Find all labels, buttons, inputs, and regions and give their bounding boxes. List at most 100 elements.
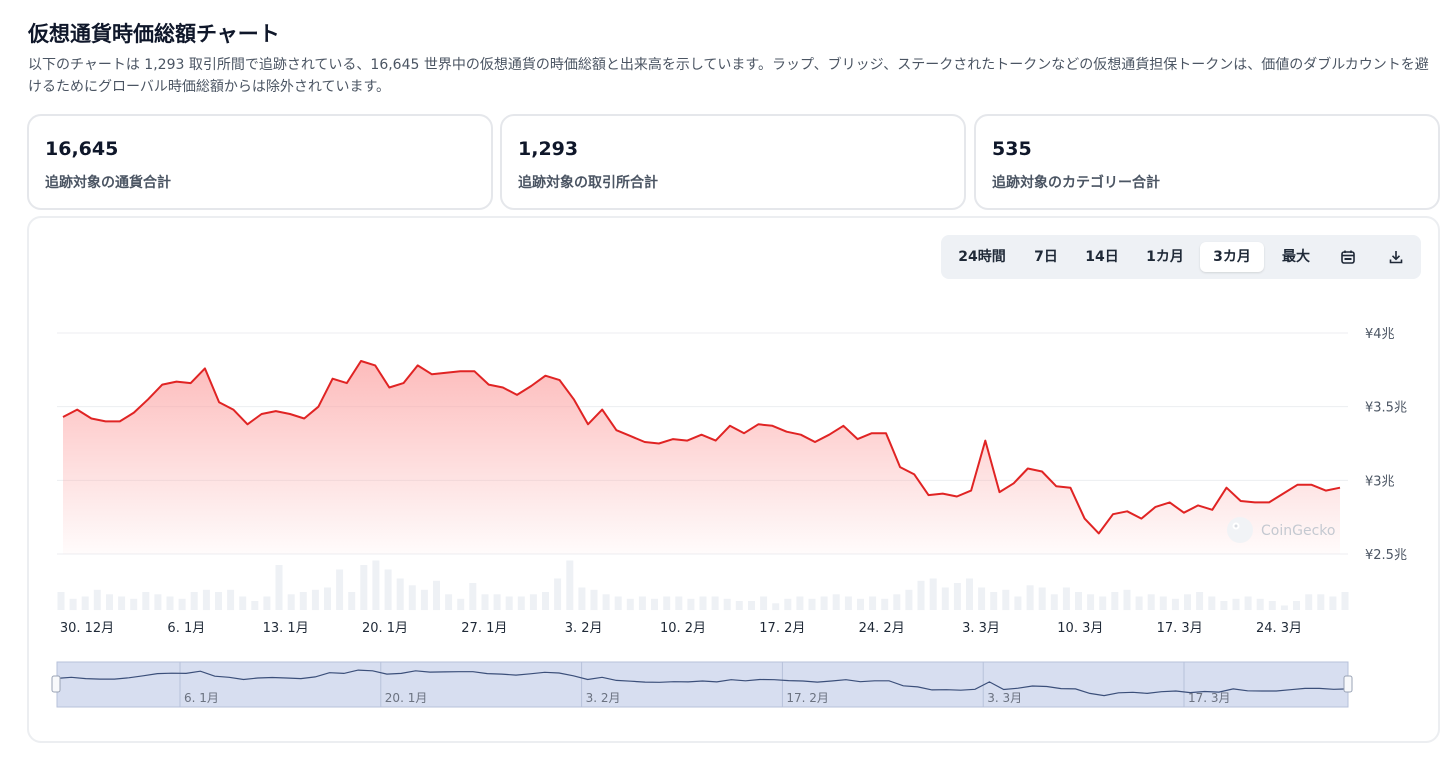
stat-coins-value: 16,645 [45, 138, 119, 160]
volume-bar [917, 580, 925, 611]
volume-bar [1184, 594, 1191, 610]
x-tick-label: 3. 2月 [565, 621, 603, 636]
volume-bar [1280, 605, 1288, 610]
volume-bar [481, 594, 489, 610]
volume-bar [772, 603, 780, 611]
volume-bar [433, 580, 440, 611]
volume-bar [784, 598, 792, 611]
volume-bar [1268, 601, 1276, 610]
volume-bar [299, 592, 307, 610]
navigator-tick-label: 20. 1月 [385, 691, 428, 705]
volume-bar [154, 594, 162, 610]
volume-bar [202, 589, 210, 611]
download-icon[interactable] [1378, 242, 1414, 272]
page-title: 仮想通貨時価総額チャート [28, 22, 280, 46]
volume-bar [844, 596, 852, 610]
volume-bar [1135, 596, 1143, 610]
volume-bar [396, 578, 404, 610]
volume-bar [130, 598, 138, 611]
volume-bar [1256, 598, 1264, 611]
x-tick-label: 6. 1月 [167, 621, 205, 636]
volume-bar [190, 592, 198, 610]
volume-bar [529, 594, 537, 610]
volume-bar [905, 589, 913, 611]
tab-3m[interactable]: 3カ月 [1200, 242, 1264, 272]
tab-1m[interactable]: 1カ月 [1146, 249, 1184, 265]
navigator-left-handle[interactable] [51, 675, 61, 693]
tab-14d[interactable]: 14日 [1085, 249, 1119, 265]
watermark-text: CoinGecko [1261, 523, 1335, 539]
volume-bar [760, 596, 768, 610]
volume-bar [941, 587, 949, 610]
navigator[interactable]: 6. 1月 20. 1月 3. 2月 17. 2月 3. 3月 17. 3月 [51, 661, 1353, 708]
volume-bar [711, 596, 719, 610]
volume-bar [81, 596, 89, 610]
volume-bar [142, 592, 150, 610]
volume-bar [166, 596, 174, 610]
volume-bar [651, 598, 658, 611]
page-description: 以下のチャートは 1,293 取引所間で追跡されている、16,645 世界中の仮… [28, 57, 1429, 95]
tab-24h[interactable]: 24時間 [958, 249, 1006, 265]
navigator-tick-label: 6. 1月 [184, 691, 219, 705]
volume-bar [542, 592, 549, 610]
y-tick-label: ¥3兆 [1365, 474, 1395, 489]
volume-bar [796, 596, 804, 610]
x-tick-label: 24. 3月 [1256, 621, 1302, 636]
volume-bar [493, 594, 501, 610]
volume-bar [1111, 592, 1119, 610]
y-tick-label: ¥4兆 [1365, 327, 1395, 342]
stat-card-categories: 535 追跡対象のカテゴリー合計 [974, 114, 1440, 210]
x-tick-label: 20. 1月 [362, 621, 408, 636]
x-tick-label: 24. 2月 [859, 621, 905, 636]
volume-bar [893, 594, 901, 610]
volume-bar [336, 569, 344, 610]
navigator-tick-label: 17. 2月 [786, 691, 829, 705]
volume-bar [263, 596, 271, 610]
navigator-tick-label: 17. 3月 [1188, 691, 1231, 705]
volume-bar [1075, 592, 1082, 610]
volume-bar [1014, 596, 1022, 610]
volume-bar [990, 592, 998, 610]
volume-bar [1244, 596, 1252, 610]
tab-max[interactable]: 最大 [1282, 249, 1310, 265]
x-tick-label: 13. 1月 [263, 621, 309, 636]
volume-bar [420, 589, 428, 611]
volume-bar [1341, 592, 1349, 610]
market-cap-line [62, 360, 1341, 535]
volume-bar [287, 594, 295, 610]
x-tick-label: 10. 2月 [660, 621, 706, 636]
volume-bar [638, 596, 646, 610]
volume-bar [554, 578, 562, 610]
volume-bar [1232, 598, 1240, 611]
volume-bar [663, 596, 671, 610]
y-axis-ticks: ¥4兆 ¥3.5兆 ¥3兆 ¥2.5兆 [1365, 327, 1407, 563]
navigator-right-handle[interactable] [1343, 675, 1353, 693]
volume-bar [1123, 589, 1131, 611]
volume-bar [360, 565, 368, 610]
volume-bar [953, 583, 961, 610]
volume-bar [239, 596, 247, 610]
market-cap-area [63, 361, 1340, 554]
volume-bar [1317, 594, 1325, 610]
tab-7d[interactable]: 7日 [1034, 249, 1058, 265]
x-tick-label: 17. 3月 [1157, 621, 1203, 636]
volume-bar [820, 596, 828, 610]
navigator-window[interactable] [56, 661, 1349, 708]
y-tick-label: ¥2.5兆 [1365, 548, 1407, 563]
volume-bar [1329, 596, 1337, 610]
volume-bar [69, 598, 77, 611]
volume-bar [348, 592, 356, 610]
volume-bar [178, 598, 186, 611]
volume-bar [626, 598, 634, 611]
calendar-icon[interactable] [1330, 242, 1366, 272]
volume-bar [227, 589, 235, 611]
volume-bar [1050, 594, 1058, 610]
volume-bar [372, 560, 380, 610]
stat-coins-label: 追跡対象の通貨合計 [45, 175, 171, 191]
volume-bar [469, 583, 477, 610]
volume-bar [1293, 601, 1300, 610]
volume-bar [275, 565, 283, 610]
stat-exchanges-label: 追跡対象の取引所合計 [518, 175, 658, 191]
volume-bar [699, 596, 707, 610]
